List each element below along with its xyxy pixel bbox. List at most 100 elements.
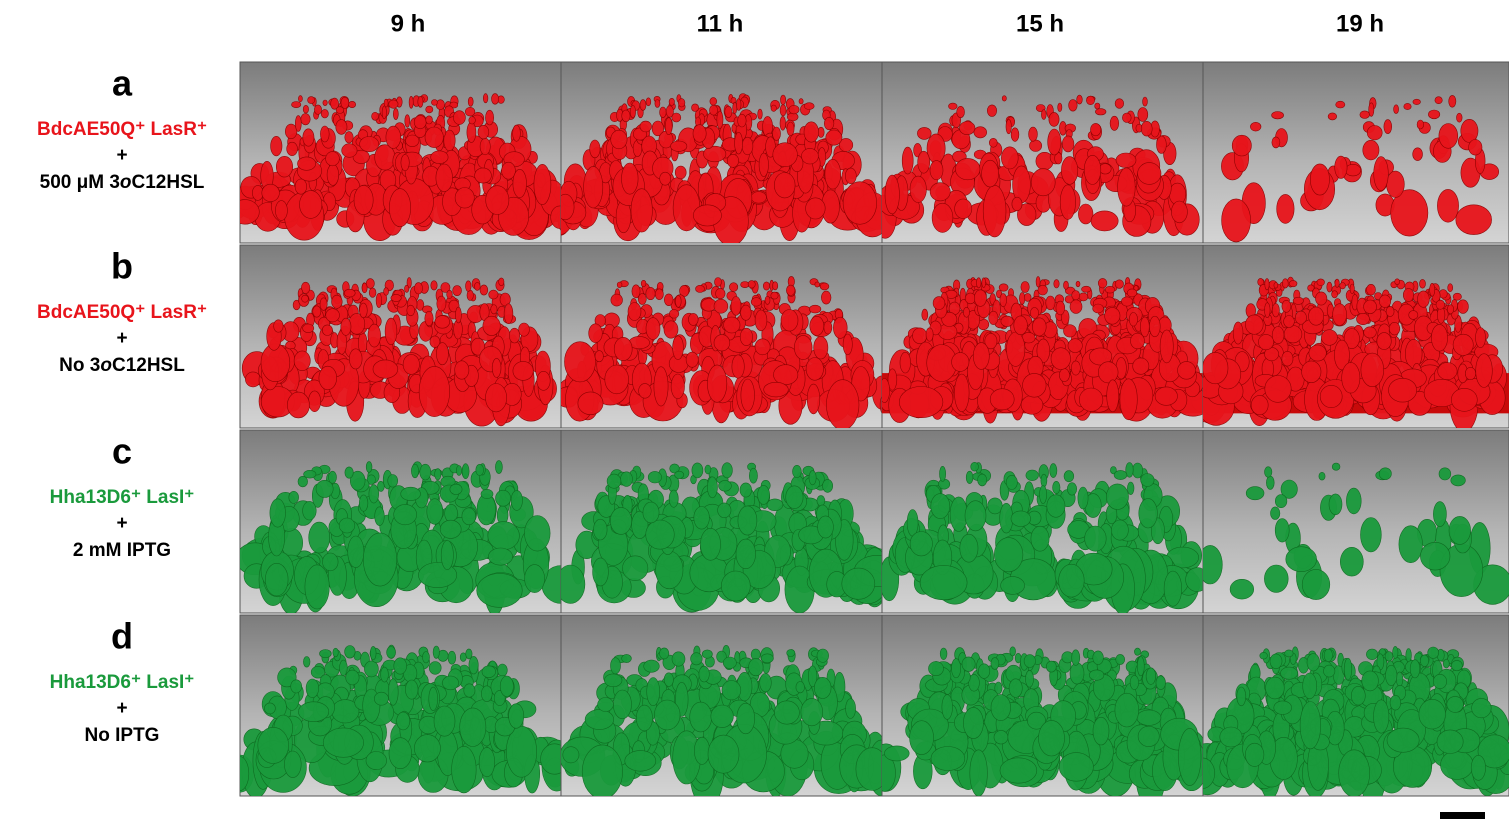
cell-cluster xyxy=(833,317,847,338)
cell-cluster xyxy=(1061,157,1077,185)
cell-cluster xyxy=(420,464,431,480)
cell-cluster xyxy=(434,706,455,736)
cell-cluster xyxy=(631,189,652,232)
cell-cluster xyxy=(370,646,376,659)
cell-cluster xyxy=(489,290,498,299)
cell-cluster xyxy=(1379,295,1390,308)
cell-cluster xyxy=(755,339,770,355)
cell-cluster xyxy=(1317,279,1325,286)
cell-cluster xyxy=(431,151,448,164)
cell-cluster xyxy=(907,510,918,537)
cell-cluster xyxy=(329,471,337,483)
cell-cluster xyxy=(1130,675,1139,689)
cell-cluster xyxy=(1335,279,1339,287)
cell-cluster xyxy=(1084,155,1101,184)
cell-cluster xyxy=(341,318,351,335)
cell-cluster xyxy=(1346,488,1361,514)
condition-part: 500 μM 3 xyxy=(40,172,120,193)
cell-cluster xyxy=(1141,474,1154,487)
cell-cluster xyxy=(930,161,943,180)
cell-cluster xyxy=(1059,753,1093,782)
cell-cluster xyxy=(364,661,378,677)
cell-cluster xyxy=(388,679,398,706)
cell-cluster xyxy=(927,134,945,163)
cell-cluster xyxy=(817,496,825,506)
cell-cluster xyxy=(407,305,415,316)
cell-cluster xyxy=(1116,153,1136,168)
cell-cluster xyxy=(1448,284,1453,292)
cell-cluster xyxy=(610,507,631,534)
cell-cluster xyxy=(316,480,333,497)
cell-cluster xyxy=(436,343,448,365)
cell-cluster xyxy=(976,278,981,288)
cell-cluster xyxy=(910,721,934,755)
cell-cluster xyxy=(1021,396,1043,415)
cell-cluster xyxy=(429,687,438,711)
cell-cluster xyxy=(1282,279,1288,288)
cell-cluster xyxy=(1072,650,1080,666)
cell-cluster xyxy=(1281,667,1298,679)
cell-cluster xyxy=(748,281,755,288)
cell-cluster xyxy=(453,111,465,125)
cell-cluster xyxy=(303,657,310,668)
cell-cluster xyxy=(1439,468,1451,480)
cell-cluster xyxy=(1285,650,1294,657)
column-header: 19 h xyxy=(1336,10,1384,37)
cell-cluster xyxy=(339,518,355,533)
cell-cluster xyxy=(717,111,723,128)
cell-cluster xyxy=(336,120,347,135)
cell-cluster xyxy=(740,483,752,497)
cell-cluster xyxy=(1024,655,1035,668)
cell-cluster xyxy=(1138,108,1148,122)
cell-cluster xyxy=(1340,547,1363,576)
cell-cluster xyxy=(1143,97,1148,106)
cell-cluster xyxy=(723,657,736,669)
cell-cluster xyxy=(1060,185,1075,220)
cell-cluster xyxy=(1272,112,1284,119)
cell-cluster xyxy=(647,678,660,706)
cell-cluster xyxy=(414,115,426,128)
cell-cluster xyxy=(722,463,733,478)
cell-cluster xyxy=(793,465,802,477)
cell-cluster xyxy=(426,106,433,113)
cell-cluster xyxy=(1138,163,1161,185)
cell-cluster xyxy=(1363,140,1379,160)
cell-cluster xyxy=(1029,127,1038,141)
cell-cluster xyxy=(1050,464,1057,478)
cell-cluster xyxy=(456,466,461,476)
cell-cluster xyxy=(431,100,437,106)
cell-cluster xyxy=(1476,354,1493,388)
cell-cluster xyxy=(1115,280,1123,289)
cell-cluster xyxy=(1357,313,1370,324)
cell-cluster xyxy=(382,106,386,119)
cell-cluster xyxy=(323,100,327,106)
cell-cluster xyxy=(940,648,947,660)
cell-cluster xyxy=(636,705,652,731)
cell-cluster xyxy=(1264,565,1288,592)
cell-cluster xyxy=(1245,315,1263,334)
cell-cluster xyxy=(933,297,945,310)
cell-cluster xyxy=(719,480,732,491)
cell-cluster xyxy=(1110,116,1119,130)
cell-cluster xyxy=(1178,728,1201,785)
cell-cluster xyxy=(1127,482,1134,495)
cell-cluster xyxy=(1310,164,1329,195)
cell-cluster xyxy=(1420,655,1428,667)
cell-cluster xyxy=(359,495,368,511)
cell-cluster xyxy=(814,336,828,359)
cell-cluster xyxy=(452,746,477,793)
cell-cluster xyxy=(787,122,794,136)
cell-cluster xyxy=(1336,101,1345,108)
cell-cluster xyxy=(817,649,829,662)
cell-cluster xyxy=(274,320,284,332)
cell-cluster xyxy=(1070,300,1082,314)
cell-cluster xyxy=(611,130,627,149)
cell-cluster xyxy=(929,662,944,676)
cell-cluster xyxy=(781,95,786,105)
strain-label: BdcAE50Q⁺ LasR⁺ xyxy=(37,119,207,140)
cell-cluster xyxy=(435,316,450,329)
cell-cluster xyxy=(381,667,389,682)
cell-cluster xyxy=(1046,661,1056,672)
cell-cluster xyxy=(1441,751,1474,780)
cell-cluster xyxy=(815,282,820,287)
